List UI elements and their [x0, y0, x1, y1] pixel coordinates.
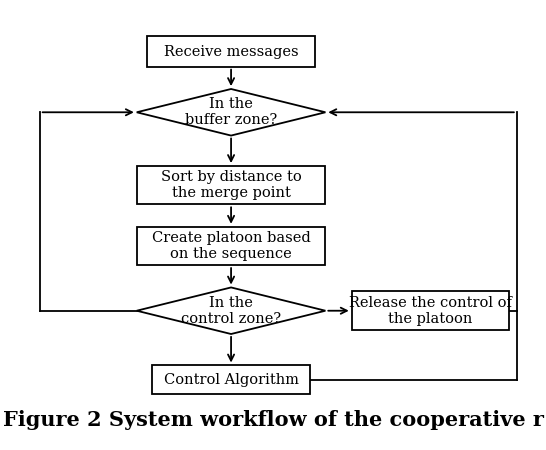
- Text: Control Algorithm: Control Algorithm: [164, 373, 299, 387]
- FancyBboxPatch shape: [147, 36, 315, 67]
- Polygon shape: [136, 89, 325, 135]
- Text: In the
buffer zone?: In the buffer zone?: [185, 97, 277, 127]
- FancyBboxPatch shape: [136, 166, 325, 204]
- FancyBboxPatch shape: [136, 227, 325, 265]
- Text: Create platoon based
on the sequence: Create platoon based on the sequence: [152, 231, 311, 261]
- Text: Figure 2 System workflow of the cooperative r: Figure 2 System workflow of the cooperat…: [3, 410, 543, 430]
- Text: Sort by distance to
the merge point: Sort by distance to the merge point: [161, 170, 301, 200]
- Text: Receive messages: Receive messages: [164, 45, 298, 58]
- Text: Release the control of
the platoon: Release the control of the platoon: [349, 296, 512, 326]
- FancyBboxPatch shape: [152, 365, 310, 394]
- Polygon shape: [136, 288, 325, 334]
- Text: In the
control zone?: In the control zone?: [181, 296, 281, 326]
- FancyBboxPatch shape: [352, 292, 509, 330]
